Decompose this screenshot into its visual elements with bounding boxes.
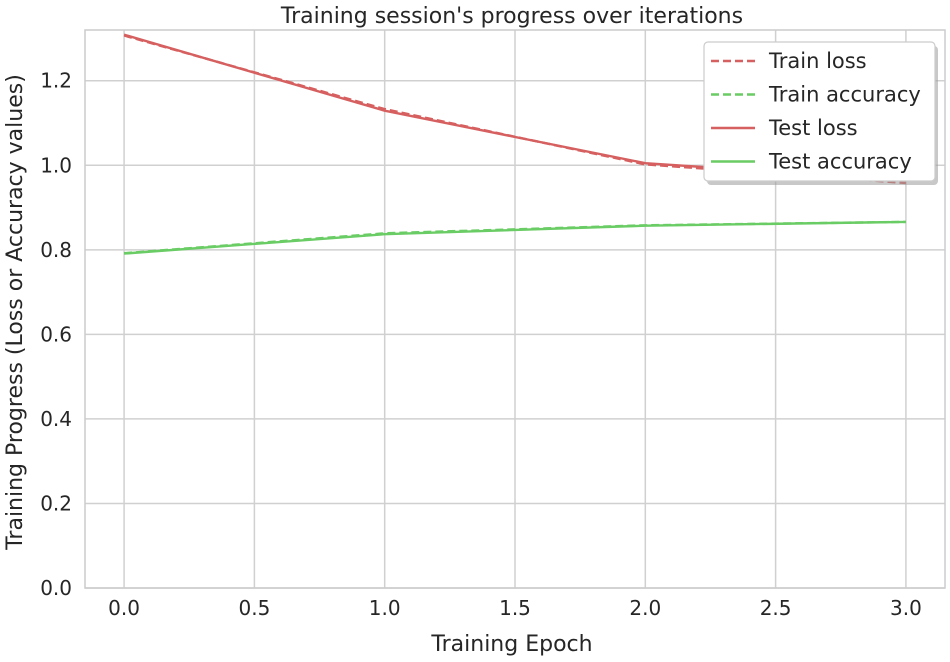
y-tick-label: 0.8 bbox=[40, 238, 72, 262]
x-tick-label: 1.0 bbox=[369, 596, 401, 620]
x-tick-label: 2.5 bbox=[760, 596, 792, 620]
y-tick-label: 1.2 bbox=[40, 69, 72, 93]
legend-entries: Train loss Train accuracy Test loss Test ac… bbox=[711, 49, 921, 174]
y-tick-label: 1.0 bbox=[40, 153, 72, 177]
plot-frame bbox=[84, 29, 946, 589]
legend-box bbox=[703, 41, 936, 182]
x-tick-labels: 0.0 0.5 1.0 1.5 2.0 2.5 3.0 bbox=[108, 596, 922, 620]
legend-label: Train loss bbox=[768, 49, 867, 73]
x-tick-label: 2.0 bbox=[629, 596, 661, 620]
y-tick-label: 0.2 bbox=[40, 491, 72, 515]
x-axis-label: Training Epoch bbox=[430, 632, 592, 657]
y-tick-label: 0.6 bbox=[40, 322, 72, 346]
y-tick-label: 0.4 bbox=[40, 407, 72, 431]
legend: Train loss Train accuracy Test loss Test ac… bbox=[703, 41, 938, 185]
x-tick-label: 0.5 bbox=[238, 596, 270, 620]
chart-title: Training session's progress over iterati… bbox=[280, 4, 743, 29]
series-line-train-accuracy bbox=[124, 220, 906, 255]
x-tick-label: 3.0 bbox=[890, 596, 922, 620]
x-tick-label: 1.5 bbox=[499, 596, 531, 620]
legend-label: Test loss bbox=[768, 116, 858, 140]
legend-label: Test accuracy bbox=[768, 150, 912, 174]
legend-label: Train accuracy bbox=[768, 83, 921, 107]
x-tick-label: 0.0 bbox=[108, 596, 140, 620]
y-axis-label: Training Progress (Loss or Accuracy valu… bbox=[3, 74, 28, 551]
y-tick-label: 0.0 bbox=[40, 576, 72, 600]
y-tick-labels: 0.0 0.2 0.4 0.6 0.8 1.0 1.2 bbox=[40, 69, 72, 600]
